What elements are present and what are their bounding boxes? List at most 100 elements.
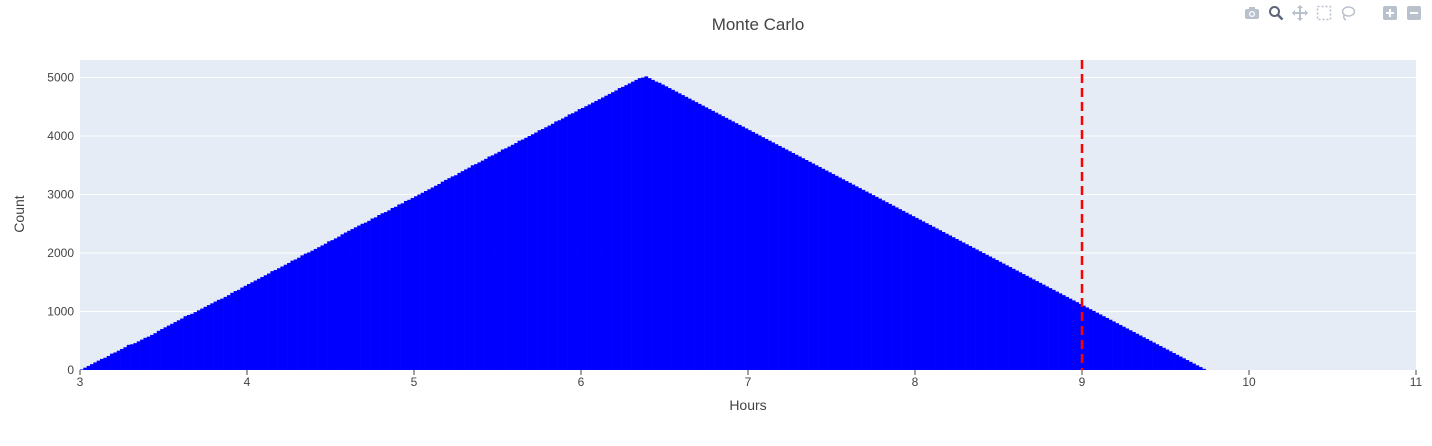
histogram-bar[interactable] (998, 261, 1003, 370)
histogram-bar[interactable] (804, 160, 809, 370)
histogram-bar[interactable] (794, 154, 799, 370)
histogram-bar[interactable] (343, 232, 348, 370)
histogram-bar[interactable] (761, 137, 765, 370)
histogram-bar[interactable] (874, 196, 879, 370)
histogram-bar[interactable] (991, 258, 996, 370)
histogram-bar[interactable] (878, 198, 882, 370)
histogram-bar[interactable] (240, 287, 244, 370)
histogram-bar[interactable] (470, 165, 475, 370)
histogram-bar[interactable] (935, 228, 939, 370)
histogram-bar[interactable] (130, 344, 134, 370)
histogram-bar[interactable] (424, 191, 428, 370)
histogram-bar[interactable] (243, 285, 248, 370)
histogram-bar[interactable] (838, 177, 842, 370)
histogram-bar[interactable] (484, 158, 488, 370)
histogram-bar[interactable] (530, 134, 535, 370)
histogram-bar[interactable] (1018, 272, 1023, 370)
histogram-bar[interactable] (754, 133, 759, 370)
histogram-bar[interactable] (180, 318, 184, 370)
histogram-bar[interactable] (146, 336, 151, 370)
histogram-bar[interactable] (93, 362, 97, 370)
histogram-bar[interactable] (564, 116, 568, 371)
histogram-bar[interactable] (260, 277, 264, 370)
histogram-bar[interactable] (367, 220, 371, 370)
histogram-bar[interactable] (190, 313, 194, 370)
histogram-bar[interactable] (641, 77, 645, 370)
histogram-bar[interactable] (537, 130, 542, 370)
histogram-bar[interactable] (634, 79, 639, 371)
histogram-bar[interactable] (894, 207, 899, 370)
histogram-bar[interactable] (450, 176, 455, 370)
histogram-bar[interactable] (557, 120, 562, 370)
histogram-bar[interactable] (303, 253, 308, 370)
histogram-bar[interactable] (774, 144, 779, 370)
histogram-bar[interactable] (1182, 358, 1186, 370)
histogram-bar[interactable] (871, 195, 876, 370)
histogram-bar[interactable] (1142, 337, 1146, 370)
histogram-bar[interactable] (183, 316, 188, 370)
histogram-bar[interactable] (454, 175, 458, 370)
histogram-bar[interactable] (170, 323, 174, 370)
histogram-bar[interactable] (317, 247, 321, 370)
histogram-bar[interactable] (223, 296, 228, 370)
histogram-bar[interactable] (377, 215, 381, 370)
histogram-bar[interactable] (220, 298, 224, 370)
histogram-bar[interactable] (350, 229, 355, 370)
histogram-bar[interactable] (925, 223, 929, 370)
histogram-bar[interactable] (323, 243, 328, 370)
histogram-bar[interactable] (737, 124, 742, 370)
histogram-bar[interactable] (1188, 361, 1193, 370)
histogram-bar[interactable] (1028, 277, 1033, 370)
histogram-bar[interactable] (681, 95, 685, 371)
histogram-bar[interactable] (1168, 351, 1173, 370)
histogram-bar[interactable] (724, 117, 729, 370)
histogram-bar[interactable] (440, 181, 445, 370)
histogram-bar[interactable] (1155, 344, 1160, 370)
histogram-bar[interactable] (80, 369, 84, 370)
histogram-bar[interactable] (864, 191, 869, 370)
histogram-bar[interactable] (86, 365, 91, 370)
histogram-bar[interactable] (123, 347, 128, 370)
histogram-bar[interactable] (1061, 295, 1066, 370)
histogram-bar[interactable] (891, 205, 896, 370)
histogram-bar[interactable] (380, 213, 385, 370)
histogram-bar[interactable] (1092, 310, 1096, 370)
histogram-bar[interactable] (113, 352, 118, 370)
histogram-bar[interactable] (904, 212, 909, 370)
histogram-bar[interactable] (727, 119, 732, 371)
histogram-bar[interactable] (1192, 363, 1196, 370)
histogram-bar[interactable] (818, 167, 822, 370)
histogram-bar[interactable] (106, 355, 111, 370)
histogram-bar[interactable] (480, 160, 485, 370)
histogram-bar[interactable] (307, 252, 311, 370)
histogram-bar[interactable] (711, 110, 715, 371)
histogram-bar[interactable] (831, 174, 836, 370)
pan-icon[interactable] (1290, 4, 1310, 22)
histogram-bar[interactable] (1025, 275, 1029, 370)
histogram-bar[interactable] (230, 292, 234, 370)
histogram-bar[interactable] (721, 116, 725, 370)
histogram-bar[interactable] (280, 266, 285, 370)
histogram-bar[interactable] (888, 203, 892, 370)
histogram-bar[interactable] (1178, 356, 1183, 370)
histogram-bar[interactable] (353, 227, 358, 370)
histogram-bar[interactable] (834, 175, 839, 370)
histogram-bar[interactable] (1085, 307, 1089, 370)
histogram-bar[interactable] (671, 89, 675, 370)
histogram-bar[interactable] (748, 130, 752, 370)
histogram-bar[interactable] (951, 237, 956, 370)
histogram-bar[interactable] (1102, 316, 1106, 370)
histogram-bar[interactable] (143, 337, 148, 370)
histogram-bar[interactable] (487, 156, 492, 370)
histogram-bar[interactable] (236, 289, 241, 370)
histogram-bar[interactable] (701, 105, 705, 370)
histogram-bar[interactable] (430, 187, 435, 370)
histogram-bar[interactable] (988, 256, 993, 370)
histogram-bar[interactable] (96, 360, 101, 370)
histogram-bar[interactable] (527, 136, 532, 370)
histogram-bar[interactable] (310, 250, 315, 370)
histogram-bar[interactable] (363, 222, 368, 370)
histogram-bar[interactable] (263, 275, 268, 370)
histogram-bar[interactable] (510, 144, 515, 370)
histogram-bar[interactable] (504, 148, 508, 370)
